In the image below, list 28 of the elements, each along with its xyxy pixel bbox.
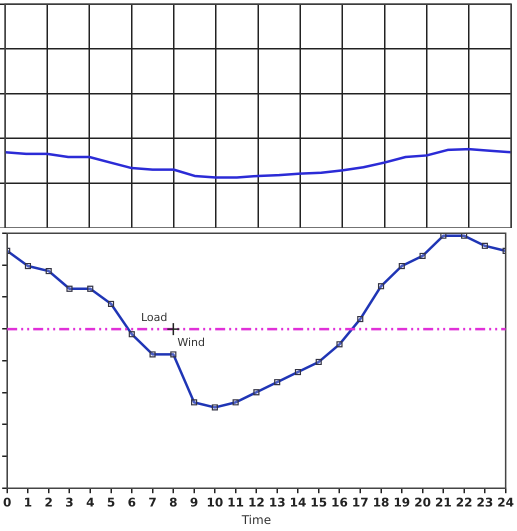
x-tick-label: 22	[456, 496, 472, 510]
x-tick-label: 19	[393, 496, 410, 510]
x-tick-label: 2	[44, 496, 53, 510]
x-tick-label: 8	[169, 496, 178, 510]
x-tick-label: 1	[24, 496, 32, 510]
x-tick-label: 21	[434, 496, 452, 510]
x-tick-label: 15	[310, 496, 328, 510]
x-tick-label: 24	[497, 496, 514, 510]
x-tick-label: 13	[268, 496, 286, 510]
x-tick-label: 14	[290, 496, 306, 510]
x-tick-label: 16	[331, 496, 348, 510]
x-tick-label: 11	[227, 496, 244, 510]
x-tick-label: 7	[148, 496, 157, 510]
x-tick-label: 17	[352, 496, 369, 510]
x-axis-title: Time	[240, 512, 272, 527]
x-tick-label: 0	[2, 496, 12, 510]
x-tick-label: 3	[65, 496, 74, 510]
x-tick-label: 9	[190, 496, 198, 510]
x-tick-label: 4	[86, 496, 94, 510]
x-tick-label: 12	[248, 496, 265, 510]
x-tick-label: 18	[372, 496, 390, 510]
annotation: Wind	[177, 336, 205, 350]
x-tick-label: 6	[128, 496, 136, 510]
x-tick-label: 5	[106, 496, 116, 510]
x-tick-label: 20	[414, 496, 431, 510]
x-tick-label: 23	[476, 496, 494, 510]
annotation: Load	[140, 311, 168, 324]
x-tick-label: 10	[206, 496, 224, 510]
